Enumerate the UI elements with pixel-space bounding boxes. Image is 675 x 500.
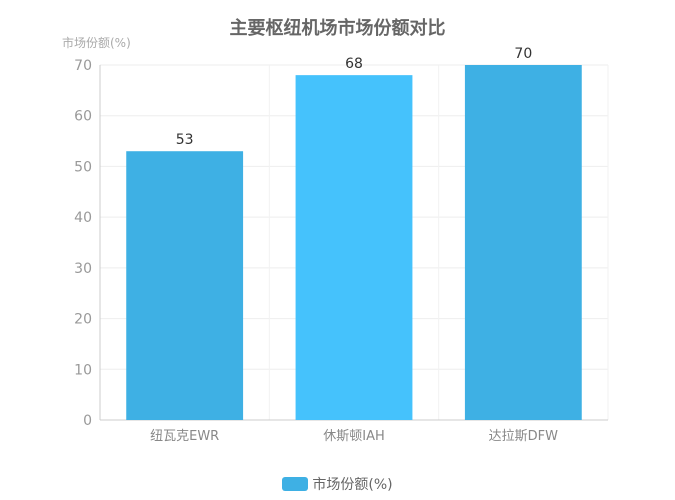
y-axis-label: 市场份额(%) <box>62 36 131 50</box>
data-label: 68 <box>345 56 363 72</box>
data-label: 53 <box>176 132 194 148</box>
x-tick-label: 达拉斯DFW <box>489 429 558 444</box>
data-label: 70 <box>514 46 532 62</box>
y-tick-label: 0 <box>83 413 92 429</box>
y-tick-label: 20 <box>74 312 92 328</box>
y-tick-label: 30 <box>74 261 92 277</box>
y-tick-label: 60 <box>74 109 92 125</box>
y-tick-label: 40 <box>74 210 92 226</box>
bar <box>126 151 244 420</box>
legend[interactable]: 市场份额(%) <box>0 474 675 494</box>
y-tick-label: 50 <box>74 159 92 175</box>
legend-label: 市场份额(%) <box>312 477 393 493</box>
bar <box>295 75 413 421</box>
chart-title: 主要枢纽机场市场份额对比 <box>229 18 446 39</box>
x-tick-label: 纽瓦克EWR <box>150 429 219 444</box>
y-tick-label: 70 <box>74 58 92 74</box>
legend-swatch <box>282 477 309 491</box>
y-tick-label: 10 <box>74 362 92 378</box>
bar <box>464 65 582 420</box>
x-tick-label: 休斯顿IAH <box>323 429 385 444</box>
